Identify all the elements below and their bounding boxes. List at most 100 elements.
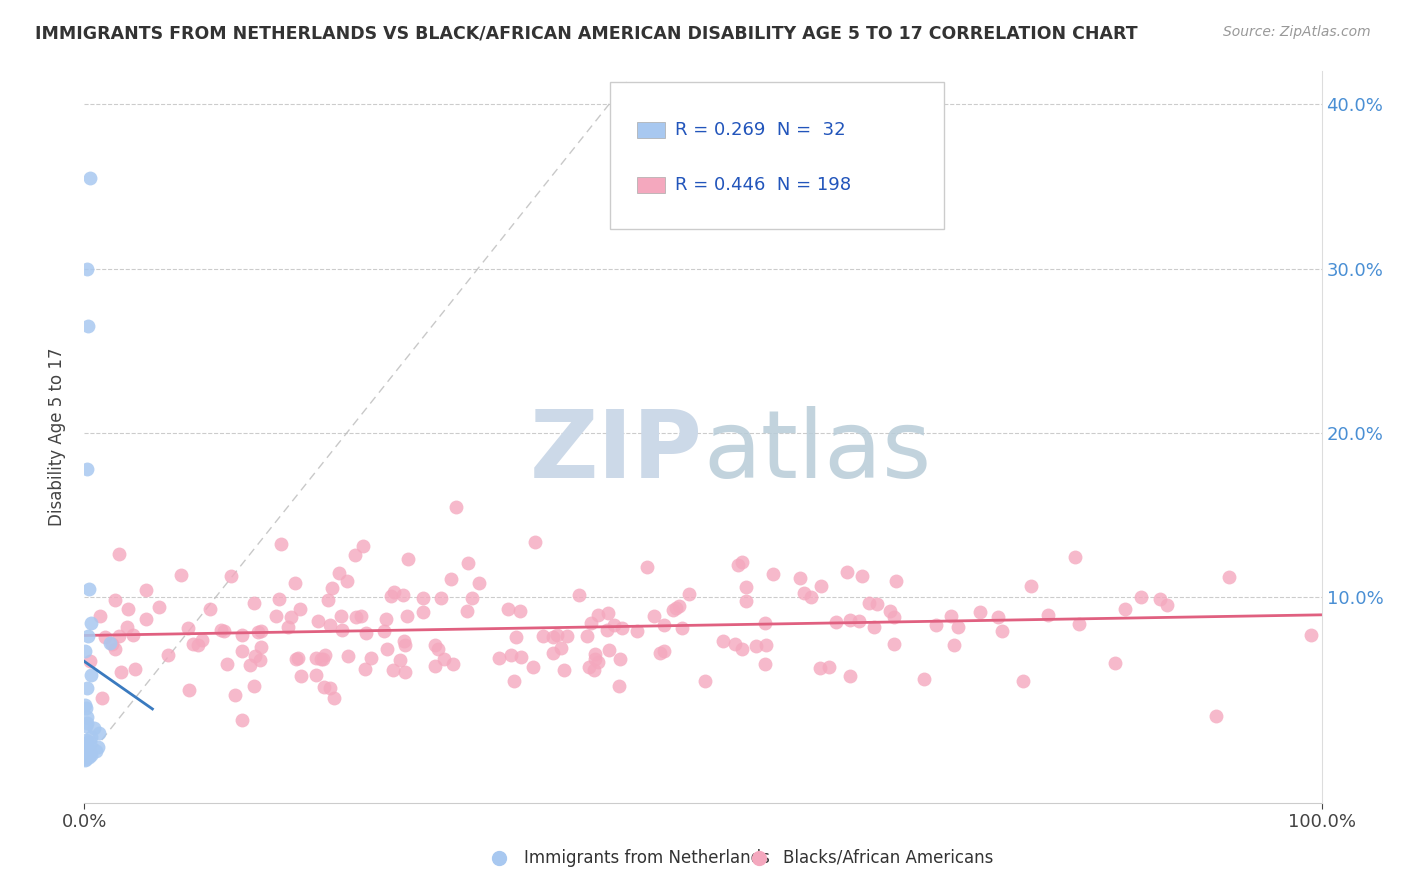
Point (77, 319, 100, 334)
Point (312, 681, 335, 695)
Point (433, 652, 456, 666)
Point (946, 620, 969, 634)
Point (810, 579, 832, 593)
Point (496, 602, 519, 616)
Point (578, 659, 600, 673)
Point (1299, 628, 1322, 642)
Point (939, 608, 962, 623)
Point (318, 618, 340, 632)
Point (117, 619, 139, 633)
Point (75, 752, 97, 766)
Point (863, 619, 886, 633)
Point (1156, 598, 1178, 612)
Point (181, 637, 204, 651)
Point (312, 651, 335, 665)
Point (423, 638, 446, 652)
Point (121, 628, 143, 642)
Point (395, 608, 418, 623)
Point (626, 624, 648, 639)
Point (77, 750, 100, 764)
Point (652, 618, 675, 632)
Point (307, 614, 329, 628)
Point (499, 648, 522, 662)
Point (343, 548, 366, 562)
Point (543, 631, 565, 645)
Point (652, 644, 675, 658)
Point (270, 537, 292, 551)
Point (800, 591, 823, 605)
Point (243, 679, 266, 693)
Point (330, 608, 353, 623)
Point (1205, 708, 1227, 723)
Point (209, 623, 232, 637)
Point (104, 642, 127, 657)
Point (80, 616, 103, 631)
Point (377, 641, 399, 656)
Point (727, 558, 749, 573)
Point (583, 651, 606, 665)
Point (636, 559, 658, 574)
Point (884, 574, 907, 588)
Point (86, 739, 108, 754)
Point (394, 633, 416, 648)
Point (883, 610, 905, 624)
Point (568, 589, 591, 603)
Point (284, 652, 307, 666)
Text: atlas: atlas (703, 406, 931, 498)
Point (942, 638, 965, 652)
Point (290, 669, 312, 683)
Point (319, 681, 342, 695)
Point (412, 591, 434, 605)
Point (754, 657, 776, 672)
Point (596, 623, 619, 637)
Point (135, 612, 157, 626)
Point (89, 726, 111, 740)
Point (1036, 608, 1059, 623)
Point (73, 753, 96, 767)
Point (380, 589, 402, 603)
Point (79, 735, 101, 749)
Point (678, 586, 700, 600)
Point (755, 638, 778, 652)
Point (668, 599, 690, 614)
Point (610, 621, 633, 635)
Point (89, 609, 111, 624)
Point (808, 661, 831, 675)
Point (522, 660, 544, 674)
Point (762, 566, 785, 581)
Point (75, 733, 97, 747)
Point (693, 673, 716, 688)
Point (80, 731, 103, 745)
Point (269, 592, 291, 607)
Point (883, 637, 905, 651)
Point (245, 649, 267, 664)
Point (598, 643, 620, 657)
Point (661, 602, 683, 616)
Point (724, 637, 747, 651)
Point (1114, 602, 1136, 616)
Point (108, 629, 131, 643)
FancyBboxPatch shape (637, 122, 665, 138)
Point (643, 609, 665, 624)
Point (1069, 617, 1091, 632)
Point (316, 593, 339, 607)
Point (148, 599, 170, 614)
Point (104, 592, 127, 607)
Point (461, 591, 484, 605)
Point (609, 680, 631, 694)
Point (851, 569, 873, 583)
Point (243, 596, 266, 610)
Point (322, 691, 344, 706)
Point (925, 617, 948, 632)
Point (76, 710, 98, 724)
Point (314, 648, 336, 662)
Point (440, 572, 463, 586)
Point (344, 609, 367, 624)
Point (76, 261, 98, 276)
Point (75, 718, 97, 732)
Point (224, 689, 246, 703)
Point (350, 608, 373, 623)
Point (731, 555, 754, 569)
Point (603, 618, 626, 632)
Point (360, 651, 382, 665)
